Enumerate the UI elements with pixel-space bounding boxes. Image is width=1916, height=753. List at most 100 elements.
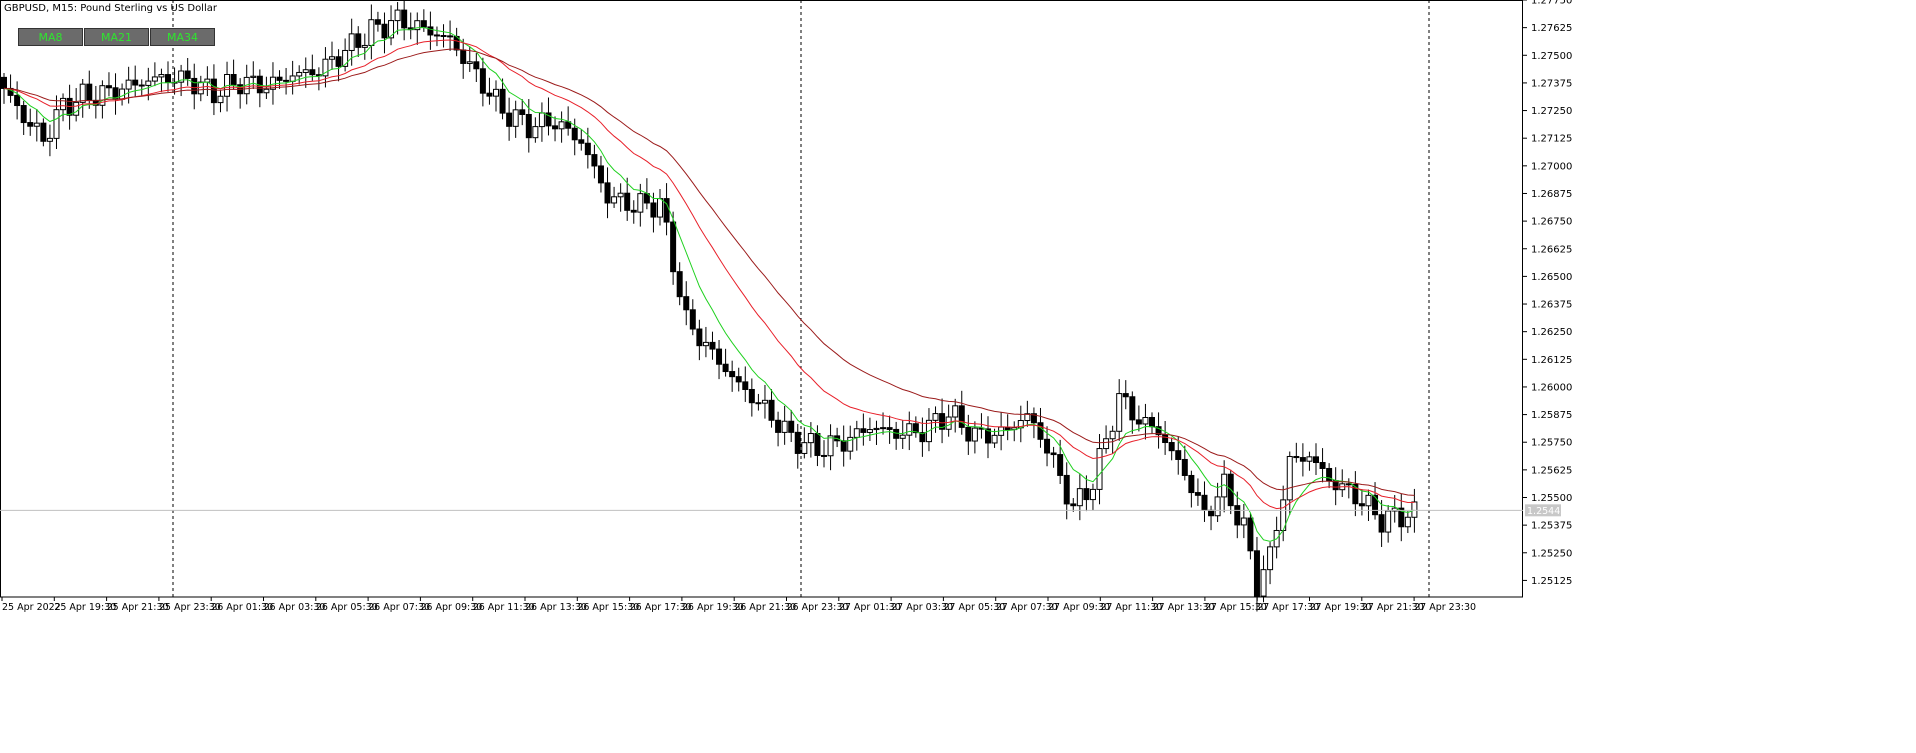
candle-bull — [952, 405, 959, 418]
candle-bear — [27, 122, 34, 127]
x-tick-label: 27 Apr 01:30 — [839, 602, 901, 613]
candle-bear — [1050, 452, 1057, 456]
y-tick-label: 1.27250 — [1531, 106, 1572, 117]
current-price-tag — [1525, 504, 1561, 517]
ma34-line — [3, 48, 1415, 496]
candle-bull — [1267, 546, 1274, 571]
candle-bear — [427, 26, 434, 36]
y-tick-label: 1.26875 — [1531, 189, 1572, 200]
candle-bear — [794, 431, 801, 454]
candle-bear — [768, 399, 775, 421]
candle-bear — [591, 154, 598, 167]
y-tick-label: 1.27375 — [1531, 78, 1572, 89]
candle-bull — [73, 101, 80, 116]
candle-bear — [276, 76, 283, 81]
candle-bull — [1286, 455, 1293, 501]
x-tick-label: 26 Apr 13:30 — [525, 602, 587, 613]
candle-bull — [1260, 569, 1267, 597]
candle-bull — [250, 75, 257, 78]
ma21-line — [3, 39, 1415, 510]
y-tick-label: 1.25500 — [1531, 493, 1572, 504]
candle-bear — [1378, 514, 1385, 533]
y-tick-label: 1.27625 — [1531, 23, 1572, 34]
candle-bear — [788, 420, 795, 433]
ma8-button[interactable]: MA8 — [18, 28, 83, 46]
candle-bear — [716, 348, 723, 365]
candle-bear — [630, 209, 637, 213]
candle-bear — [1293, 455, 1300, 459]
candle-bull — [1385, 510, 1392, 533]
candle-bear — [912, 423, 919, 434]
candle-bull — [1411, 501, 1418, 518]
candle-bear — [814, 433, 821, 456]
x-tick-label: 26 Apr 21:30 — [734, 602, 796, 613]
candle-bear — [696, 328, 703, 347]
candle-bull — [866, 429, 873, 433]
x-tick-label: 27 Apr 11:30 — [1100, 602, 1162, 613]
candle-bull — [302, 69, 309, 73]
y-tick-label: 1.27500 — [1531, 51, 1572, 62]
candle-bear — [1, 76, 7, 89]
candle-bull — [945, 416, 952, 430]
candle-bull — [1096, 448, 1103, 490]
candle-bull — [342, 49, 349, 67]
candle-bear — [132, 79, 139, 86]
candle-bull — [53, 109, 60, 139]
candle-bear — [650, 202, 657, 218]
x-tick-label: 27 Apr 15:30 — [1205, 602, 1267, 613]
candle-bull — [368, 19, 375, 46]
ma34-button[interactable]: MA34 — [150, 28, 215, 46]
chart-title: GBPUSD, M15: Pound Sterling vs US Dollar — [4, 3, 218, 14]
x-tick-label: 26 Apr 23:30 — [787, 602, 849, 613]
candle-bear — [1057, 454, 1064, 476]
candle-bull — [657, 198, 663, 218]
candle-bear — [1181, 458, 1188, 476]
candle-bear — [1083, 488, 1090, 501]
candle-bull — [1109, 430, 1116, 440]
y-tick-label: 1.26125 — [1531, 355, 1572, 366]
candle-bull — [466, 61, 473, 64]
candle-bull — [853, 428, 860, 438]
candle-bear — [604, 182, 611, 204]
candle-bull — [414, 20, 421, 31]
candle-bear — [86, 83, 93, 101]
candle-bear — [571, 127, 578, 141]
candle-bull — [1142, 416, 1149, 425]
x-tick-label: 27 Apr 09:30 — [1048, 602, 1110, 613]
y-tick-label: 1.26625 — [1531, 244, 1572, 255]
candle-bear — [1313, 456, 1319, 464]
ma21-button[interactable]: MA21 — [84, 28, 149, 46]
candle-bear — [184, 70, 191, 79]
candle-bull — [151, 76, 158, 82]
candle-bear — [939, 413, 946, 430]
x-tick-label: 26 Apr 05:30 — [316, 602, 378, 613]
x-tick-label: 26 Apr 03:30 — [264, 602, 326, 613]
y-tick-label: 1.25125 — [1531, 576, 1572, 587]
candle-bear — [440, 35, 447, 38]
candle-bear — [552, 125, 559, 130]
candle-bull — [801, 442, 808, 454]
x-tick-label: 25 Apr 19:30 — [54, 602, 116, 613]
candle-bear — [545, 112, 552, 127]
candle-bear — [722, 363, 729, 373]
candle-bear — [14, 94, 21, 107]
candle-bull — [847, 436, 854, 452]
candle-bull — [761, 399, 768, 404]
x-tick-label: 25 Apr 21:30 — [107, 602, 169, 613]
candle-bear — [1044, 438, 1051, 454]
candle-bull — [119, 88, 126, 100]
candle-bear — [499, 88, 506, 114]
x-tick-label: 27 Apr 07:30 — [996, 602, 1058, 613]
candle-bear — [460, 49, 467, 64]
candle-bear — [1253, 550, 1260, 597]
candle-bear — [735, 376, 742, 383]
candle-bull — [46, 137, 53, 142]
x-tick-label: 26 Apr 19:30 — [682, 602, 744, 613]
candle-bull — [388, 20, 395, 39]
candle-bull — [1089, 488, 1096, 501]
candle-bear — [821, 454, 827, 457]
candle-bull — [493, 88, 499, 97]
candle-bear — [755, 402, 762, 405]
